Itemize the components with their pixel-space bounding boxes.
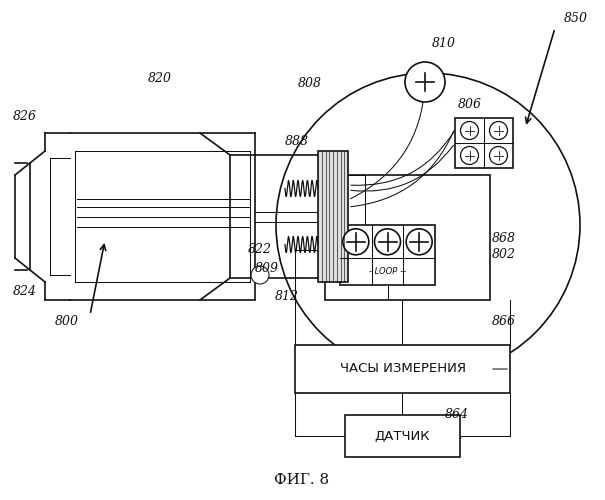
Text: 812: 812 [275, 290, 299, 303]
Text: 866: 866 [492, 315, 516, 328]
Text: 888: 888 [285, 135, 309, 148]
Text: 824: 824 [13, 285, 37, 298]
Text: 806: 806 [458, 98, 482, 111]
Bar [340, 225, 435, 285]
Circle shape [374, 229, 401, 255]
Bar [318, 151, 348, 282]
Bar [325, 175, 490, 300]
Circle shape [406, 229, 432, 255]
Bar [295, 345, 510, 393]
Circle shape [460, 146, 479, 164]
Text: 809: 809 [255, 262, 279, 275]
Text: 810: 810 [432, 37, 456, 50]
Circle shape [343, 229, 369, 255]
Text: ФИГ. 8: ФИГ. 8 [275, 473, 330, 487]
Text: 822: 822 [248, 243, 272, 256]
Text: 820: 820 [148, 72, 172, 85]
Circle shape [251, 266, 269, 284]
Circle shape [489, 122, 508, 140]
Text: 826: 826 [13, 110, 37, 123]
Text: ДАТЧИК: ДАТЧИК [374, 430, 430, 442]
Circle shape [489, 146, 508, 164]
Text: 800: 800 [55, 315, 79, 328]
Bar [345, 415, 460, 457]
Text: 850: 850 [564, 12, 588, 25]
Text: 864: 864 [445, 408, 469, 421]
Text: 802: 802 [492, 248, 516, 261]
Text: ЧАСЫ ИЗМЕРЕНИЯ: ЧАСЫ ИЗМЕРЕНИЯ [339, 362, 465, 376]
Text: - LOOP +: - LOOP + [368, 266, 407, 276]
Bar [325, 175, 365, 230]
Circle shape [405, 62, 445, 102]
Text: 808: 808 [298, 77, 322, 90]
Bar [455, 118, 513, 168]
Text: 868: 868 [492, 232, 516, 245]
Circle shape [460, 122, 479, 140]
